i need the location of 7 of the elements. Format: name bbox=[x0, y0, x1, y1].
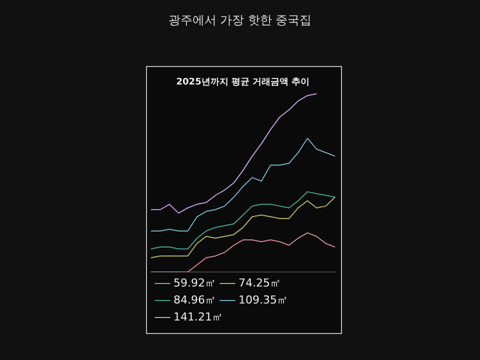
legend-label: 59.92㎡ bbox=[174, 276, 216, 290]
legend-label: 141.21㎡ bbox=[174, 310, 223, 324]
legend-label: 109.35㎡ bbox=[238, 293, 288, 306]
chart-title: 2025년까지 평균 거래금액 추이 bbox=[176, 78, 310, 88]
legend-label: 74.25㎡ bbox=[238, 276, 281, 290]
text: 광주에서 가장 핫한 중국집 bbox=[167, 12, 313, 29]
legend-label: 84.96㎡ bbox=[174, 293, 216, 306]
